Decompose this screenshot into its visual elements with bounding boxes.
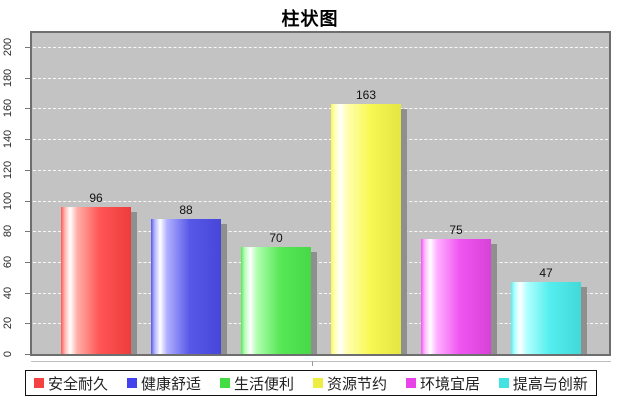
legend: 安全耐久 健康舒适 生活便利 资源节约 环境宜居 提高与创新 (25, 370, 597, 396)
y-tick-40 (25, 292, 30, 294)
y-tick-100 (25, 200, 30, 202)
chart-title: 柱状图 (281, 9, 339, 29)
legend-item-安全耐久: 安全耐久 (34, 373, 108, 394)
legend-label: 资源节约 (326, 375, 387, 393)
bar-value-label: 47 (539, 265, 553, 280)
legend-label: 提高与创新 (512, 375, 588, 393)
y-tick-0 (25, 354, 30, 355)
bar-安全耐久 (61, 206, 131, 354)
legend-swatch-icon (405, 378, 416, 388)
gridline-100 (33, 200, 608, 202)
gridline-80 (33, 231, 608, 233)
gridline-40 (33, 292, 608, 294)
gridline-20 (33, 323, 608, 325)
legend-swatch-icon (34, 378, 44, 388)
y-tick-200 (25, 47, 30, 48)
gridline-180 (33, 77, 608, 79)
gridline-140 (33, 139, 608, 141)
legend-swatch-icon (498, 378, 509, 388)
legend-swatch-icon (126, 378, 137, 388)
legend-item-环境宜居: 环境宜居 (405, 373, 480, 394)
bar-value-label: 163 (355, 87, 377, 102)
legend-item-健康舒适: 健康舒适 (126, 373, 201, 394)
legend-swatch-icon (219, 378, 230, 388)
x-axis-mid-tick (312, 361, 313, 366)
gridline-200 (33, 47, 608, 48)
gridline-60 (33, 261, 608, 263)
y-tick-60 (25, 261, 30, 263)
bar-健康舒适 (151, 218, 221, 354)
y-tick-140 (25, 139, 30, 141)
legend-label: 健康舒适 (140, 375, 201, 393)
legend-item-生活便利: 生活便利 (219, 373, 294, 394)
y-tick-80 (25, 231, 30, 233)
gridline-160 (33, 108, 608, 110)
bar-提高与创新 (511, 281, 581, 354)
legend-item-资源节约: 资源节约 (312, 373, 387, 394)
bar-环境宜居 (421, 238, 491, 354)
gridline-120 (33, 169, 608, 171)
bar-value-label: 75 (449, 222, 463, 237)
y-tick-20 (25, 323, 30, 325)
bar-资源节约 (331, 103, 401, 354)
legend-item-提高与创新: 提高与创新 (498, 373, 588, 394)
legend-label: 环境宜居 (419, 375, 480, 393)
y-tick-label-200: 200 (2, 37, 15, 57)
legend-label: 生活便利 (233, 375, 294, 393)
bar-生活便利 (241, 246, 311, 354)
bar-value-label: 88 (179, 202, 193, 217)
y-tick-160 (25, 108, 30, 110)
bar-value-label: 96 (89, 190, 103, 205)
y-tick-120 (25, 169, 30, 171)
y-tick-180 (25, 77, 30, 79)
bar-value-label: 70 (269, 230, 283, 245)
legend-label: 安全耐久 (48, 375, 109, 393)
plot-area: 96 88 70 163 75 47 (30, 31, 611, 356)
x-axis-line (31, 361, 611, 362)
legend-swatch-icon (312, 378, 323, 388)
